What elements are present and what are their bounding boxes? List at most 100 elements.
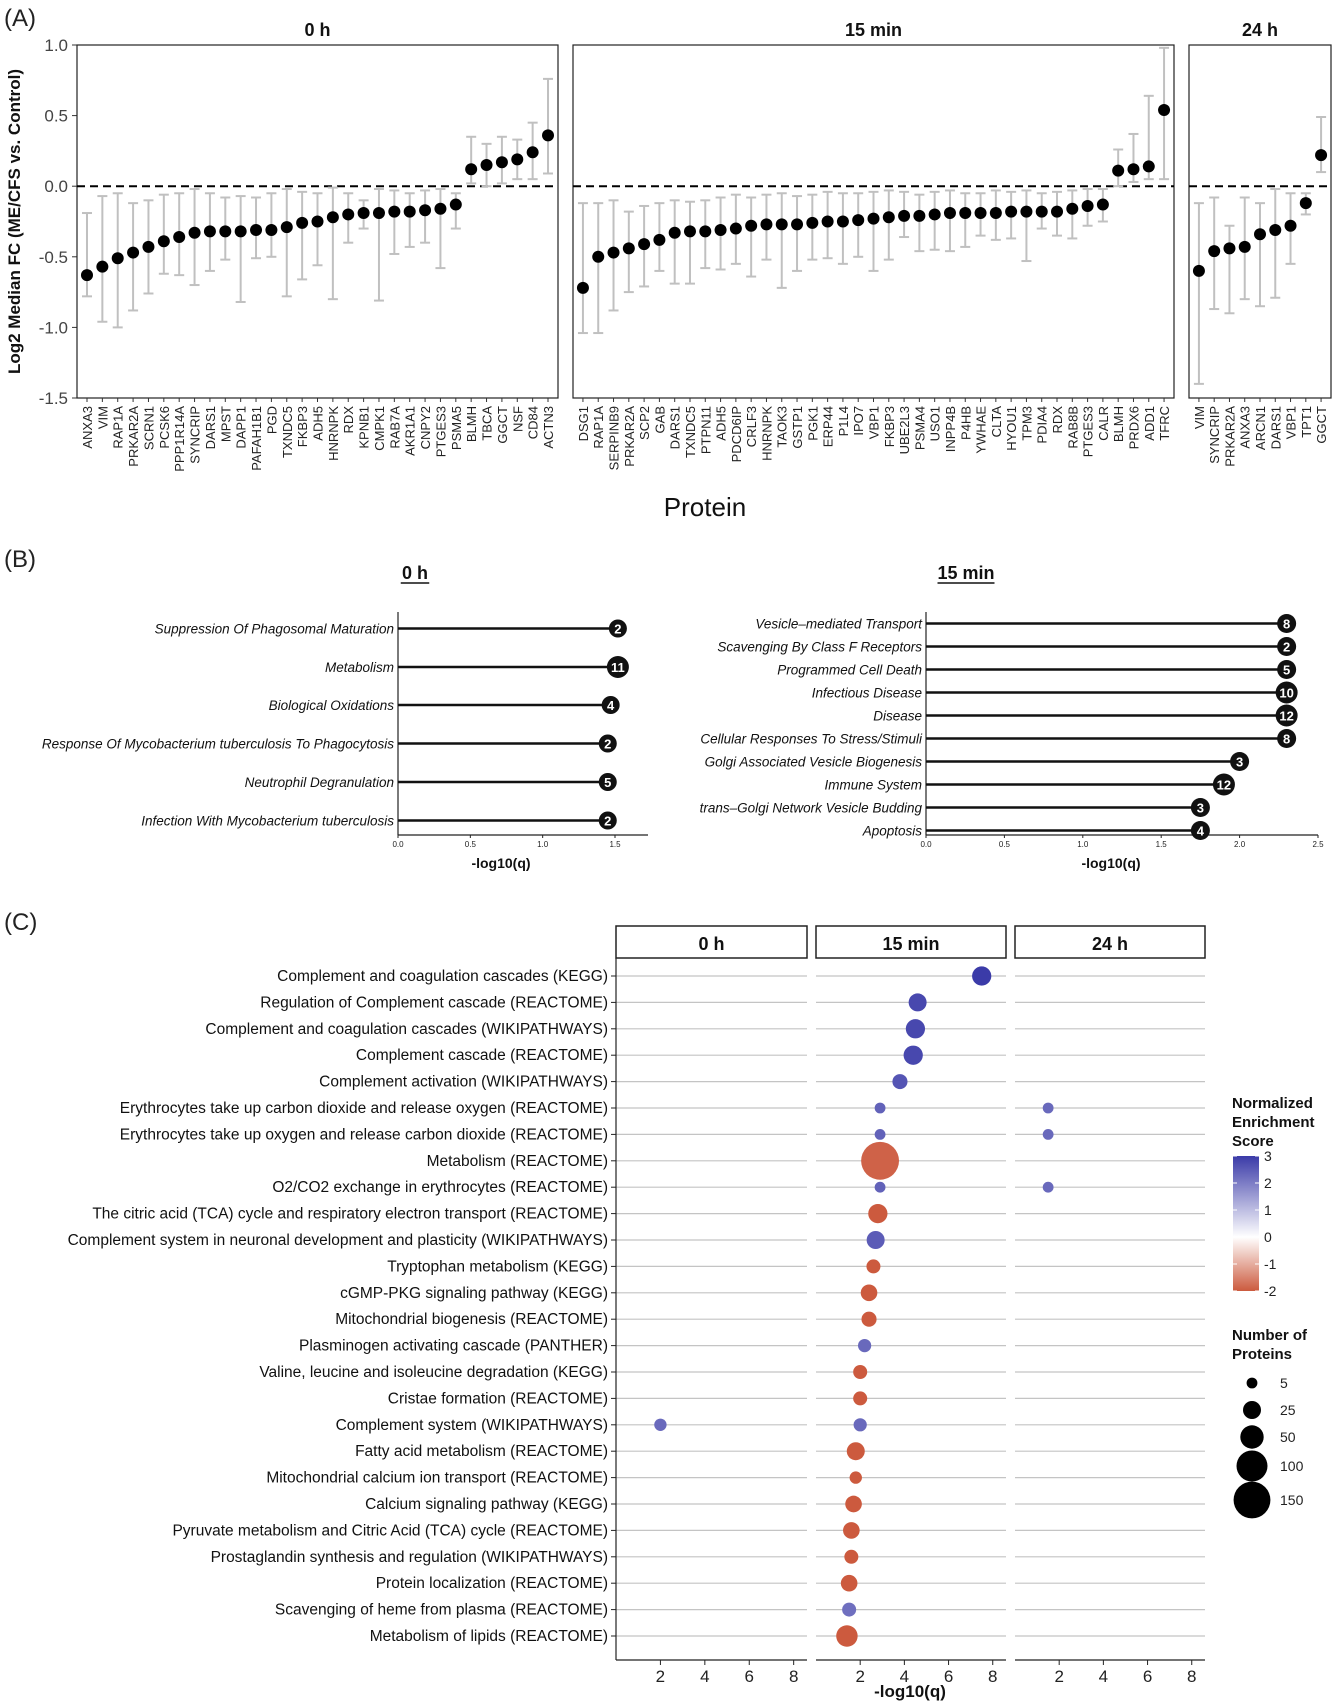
x-tick-label: IPO7 bbox=[851, 406, 866, 436]
x-tick-label: 4 bbox=[700, 1667, 709, 1686]
enrichment-dot bbox=[866, 1259, 881, 1274]
x-tick-label: HNRNPK bbox=[326, 406, 341, 461]
data-point bbox=[80, 269, 93, 282]
x-tick-label: 1.0 bbox=[537, 840, 549, 849]
data-point bbox=[1192, 264, 1205, 277]
lollipop-head bbox=[1275, 681, 1298, 704]
enrichment-dot bbox=[844, 1549, 859, 1564]
data-point bbox=[142, 240, 155, 253]
legend-title-line: Enrichment bbox=[1232, 1114, 1315, 1131]
x-tick-label: PCSK6 bbox=[157, 406, 172, 449]
x-tick-label: NSF bbox=[510, 406, 525, 432]
data-point bbox=[974, 207, 987, 220]
data-point bbox=[943, 207, 956, 220]
data-point bbox=[96, 260, 109, 273]
size-legend-label: 150 bbox=[1280, 1492, 1304, 1508]
data-point bbox=[1096, 198, 1109, 211]
legend-title-line: Score bbox=[1232, 1133, 1274, 1150]
pathway-label: Scavenging of heme from plasma (REACTOME… bbox=[275, 1602, 608, 1619]
count-label: 12 bbox=[1217, 778, 1231, 793]
x-tick-label: ADH5 bbox=[311, 406, 326, 441]
x-tick-label: DARS1 bbox=[668, 406, 683, 449]
data-point bbox=[592, 250, 605, 263]
count-label: 8 bbox=[1283, 732, 1290, 747]
data-point bbox=[342, 208, 355, 221]
x-tick-label: 2 bbox=[855, 1667, 864, 1686]
size-legend-dot bbox=[1243, 1401, 1261, 1419]
x-tick-label: DSG1 bbox=[576, 406, 591, 441]
data-point bbox=[745, 219, 758, 232]
enrichment-dot bbox=[866, 1231, 885, 1249]
pathway-label: Metabolism (REACTOME) bbox=[427, 1153, 608, 1170]
lollipop-head bbox=[1277, 614, 1297, 633]
x-tick-label: FKBP3 bbox=[295, 406, 310, 447]
enrichment-dot bbox=[874, 1128, 886, 1140]
data-point bbox=[1269, 223, 1282, 236]
data-point bbox=[1020, 205, 1033, 218]
pathway-label: Valine, leucine and isoleucine degradati… bbox=[259, 1364, 608, 1381]
y-tick-label: 0.0 bbox=[44, 177, 68, 196]
count-label: 2 bbox=[614, 622, 621, 637]
pathway-label: Prostaglandin synthesis and regulation (… bbox=[211, 1549, 608, 1566]
enrichment-dot bbox=[903, 1045, 923, 1065]
data-point bbox=[372, 207, 385, 220]
count-label: 8 bbox=[1283, 617, 1290, 632]
x-tick-label: PPP1R14A bbox=[172, 406, 187, 472]
data-point bbox=[326, 211, 339, 224]
x-tick-label: 2.0 bbox=[1234, 840, 1246, 849]
x-tick-label: AKR1A1 bbox=[403, 406, 418, 456]
size-legend-label: 25 bbox=[1280, 1402, 1296, 1418]
x-tick-label: KPNB1 bbox=[357, 406, 372, 449]
count-label: 5 bbox=[604, 775, 611, 790]
pathway-label: The citric acid (TCA) cycle and respirat… bbox=[92, 1206, 608, 1223]
x-tick-label: 1.0 bbox=[1077, 840, 1089, 849]
data-point bbox=[480, 159, 493, 172]
data-point bbox=[296, 216, 309, 229]
x-tick-label: PTPN11 bbox=[698, 406, 713, 454]
x-tick-label: P4HB bbox=[958, 406, 973, 440]
term-label: Biological Oxidations bbox=[269, 698, 395, 713]
y-tick-label: 1.0 bbox=[44, 36, 68, 55]
data-point bbox=[1158, 103, 1171, 116]
data-point bbox=[403, 205, 416, 218]
pathway-label: Metabolism of lipids (REACTOME) bbox=[370, 1628, 608, 1645]
x-tick-label: CRLF3 bbox=[744, 406, 759, 447]
term-label: Cellular Responses To Stress/Stimuli bbox=[700, 732, 923, 747]
x-tick-label: CMPK1 bbox=[372, 406, 387, 451]
x-tick-label: RDX bbox=[1050, 406, 1065, 434]
x-tick-label: USO1 bbox=[928, 406, 943, 441]
x-tick-label: 0.0 bbox=[392, 840, 404, 849]
count-label: 5 bbox=[1283, 663, 1290, 678]
size-legend-dot bbox=[1240, 1425, 1264, 1449]
facet-header bbox=[615, 925, 808, 959]
pathway-label: Protein localization (REACTOME) bbox=[376, 1575, 608, 1592]
term-label: Vesicle–mediated Transport bbox=[755, 617, 923, 632]
enrichment-dot bbox=[857, 1338, 872, 1353]
panel-c: 0 h 2 4 6 8 15 min 2 4 6 8 24 h 2 4 6 8 Complement and … bbox=[68, 925, 1315, 1701]
enrichment-dot bbox=[846, 1442, 865, 1461]
facet-title: 15 min bbox=[845, 20, 902, 40]
enrichment-dot bbox=[892, 1074, 908, 1090]
x-tick-label: ADH5 bbox=[714, 406, 729, 441]
data-point bbox=[203, 225, 216, 238]
data-point bbox=[465, 163, 478, 176]
x-tick-label: 6 bbox=[944, 1667, 953, 1686]
data-point bbox=[714, 223, 727, 236]
enrichment-dot bbox=[874, 1181, 886, 1193]
facet-title: 0 h bbox=[304, 20, 330, 40]
data-point bbox=[852, 214, 865, 227]
x-tick-label: PTGES3 bbox=[433, 406, 448, 457]
color-scale-label: -2 bbox=[1264, 1283, 1277, 1299]
enrichment-dot bbox=[908, 993, 927, 1012]
color-scale-bar bbox=[1233, 1156, 1259, 1291]
data-point bbox=[173, 231, 186, 244]
pathway-label: Erythrocytes take up oxygen and release … bbox=[120, 1126, 608, 1143]
data-point bbox=[959, 207, 972, 220]
pathway-label: Fatty acid metabolism (REACTOME) bbox=[355, 1443, 608, 1460]
data-point bbox=[760, 218, 773, 231]
data-point bbox=[791, 218, 804, 231]
x-tick-label: GAB bbox=[652, 406, 667, 433]
data-point bbox=[542, 129, 555, 142]
data-point bbox=[607, 246, 620, 259]
